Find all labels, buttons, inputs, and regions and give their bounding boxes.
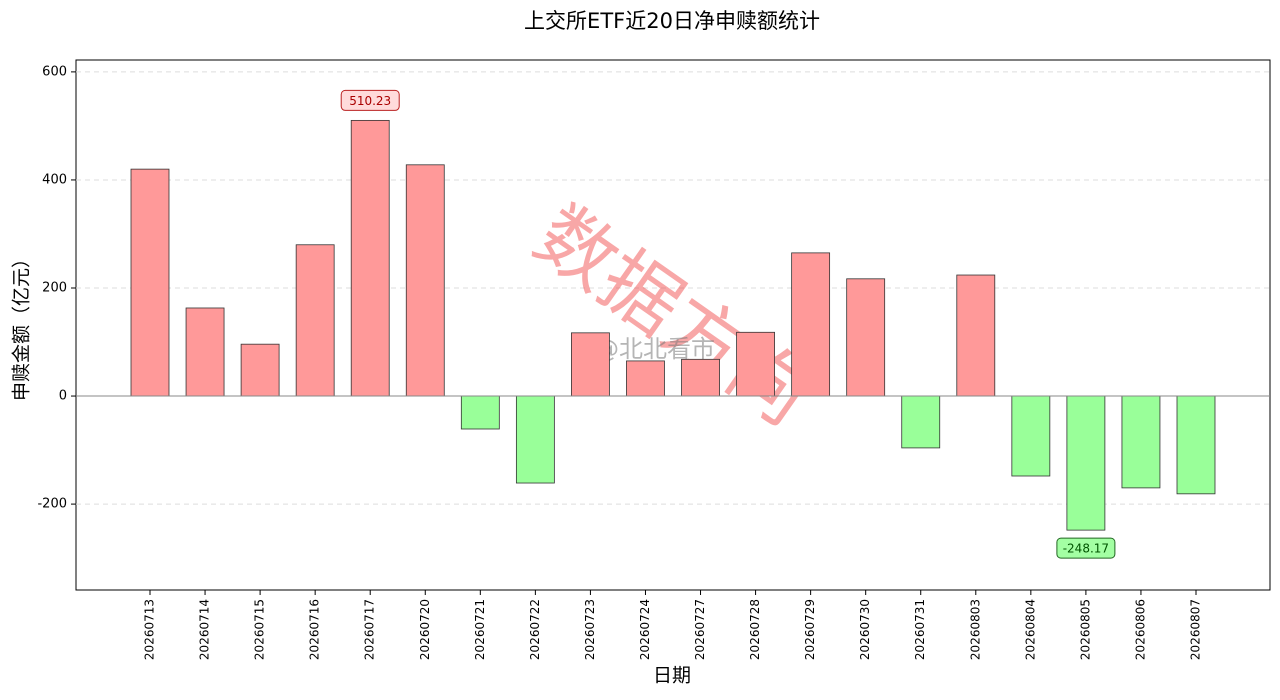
bar (130, 168, 170, 397)
bar (185, 307, 225, 397)
bar (791, 252, 831, 397)
plot-frame (75, 59, 1271, 591)
x-tick-label: 20260805 (1078, 599, 1092, 660)
x-tick-label: 20260731 (913, 599, 927, 660)
bar (1121, 395, 1161, 489)
chart-title: 上交所ETF近20日净申赎额统计 (524, 9, 820, 33)
x-tick-label: 20260724 (638, 599, 652, 660)
x-tick-label: 20260723 (583, 599, 597, 660)
bar (1066, 395, 1106, 531)
x-tick-label: 20260807 (1189, 599, 1203, 660)
x-axis-label: 日期 (653, 665, 691, 687)
watermark-group: 数据方向@北北看市 (519, 190, 826, 443)
y-tick-label: 0 (59, 389, 67, 404)
x-tick-label: 20260716 (308, 599, 322, 660)
bar (681, 358, 720, 397)
value-label: 510.23 (349, 94, 391, 108)
y-tick-label: 600 (42, 64, 67, 79)
x-tick-label: 20260713 (143, 599, 157, 660)
bar (626, 360, 665, 397)
x-tick-label: 20260804 (1023, 599, 1037, 660)
bar (1176, 395, 1216, 495)
y-tick-label: 200 (42, 280, 67, 295)
bar (571, 332, 610, 397)
bar (956, 274, 996, 397)
x-tick-label: 20260714 (198, 599, 212, 660)
value-label: -248.17 (1063, 542, 1109, 556)
y-tick-label: 400 (42, 172, 67, 187)
x-tick-label: 20260720 (418, 599, 432, 660)
watermark: @北北看市 (595, 335, 715, 363)
x-tick-label: 20260715 (253, 599, 267, 660)
bar (405, 164, 445, 397)
bar (295, 244, 335, 397)
value-label-box (1056, 537, 1116, 559)
y-tick-label: -200 (37, 497, 67, 512)
value-label-box (340, 89, 400, 111)
bar (846, 278, 886, 397)
x-tick-label: 20260722 (528, 599, 542, 660)
x-tick-label: 20260803 (968, 599, 982, 660)
x-tick-label: 20260729 (803, 599, 817, 660)
bar (460, 395, 500, 430)
bar (1011, 395, 1051, 477)
bar (350, 119, 390, 397)
x-tick-label: 20260730 (858, 599, 872, 660)
x-tick-label: 20260806 (1133, 599, 1147, 660)
watermark: 数据方向 (519, 190, 826, 443)
x-tick-label: 20260727 (693, 599, 707, 660)
bar (515, 395, 555, 484)
y-axis-label: 申赎金额（亿元） (11, 249, 33, 401)
bar (240, 343, 280, 397)
bar (736, 331, 775, 397)
x-tick-label: 20260721 (473, 599, 487, 660)
x-tick-label: 20260728 (748, 599, 762, 660)
bar (901, 395, 941, 449)
x-tick-label: 20260717 (363, 599, 377, 660)
